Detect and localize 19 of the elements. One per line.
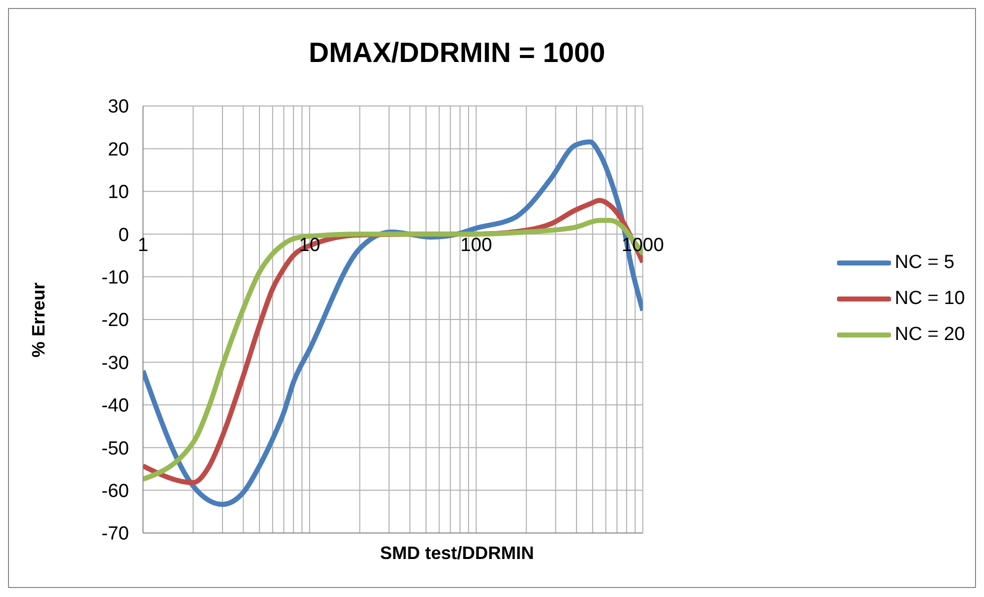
y-tick-label: 30 [108,96,129,118]
legend-label: NC = 10 [894,288,965,310]
y-tick-label: -10 [102,268,129,289]
y-tick-label: -70 [102,524,129,545]
y-axis-title: % Erreur [28,282,50,358]
y-tick-label: -20 [102,310,129,332]
y-tick-label: -60 [102,481,129,502]
y-tick-label: 0 [118,224,129,246]
legend-label: NC = 20 [894,324,965,346]
y-tick-label: -30 [102,352,129,374]
legend-label: NC = 5 [894,252,954,274]
x-tick-label: 100 [460,235,492,256]
y-tick-label: 10 [108,182,129,204]
x-tick-label: 1 [138,235,148,256]
x-axis-title: SMD test/DDRMIN [378,543,535,564]
chart-title: DMAX/DDRMIN = 1000 [308,37,606,69]
y-tick-label: 20 [108,139,129,160]
y-tick-label: -40 [102,396,129,417]
y-tick-label: -50 [102,438,129,460]
